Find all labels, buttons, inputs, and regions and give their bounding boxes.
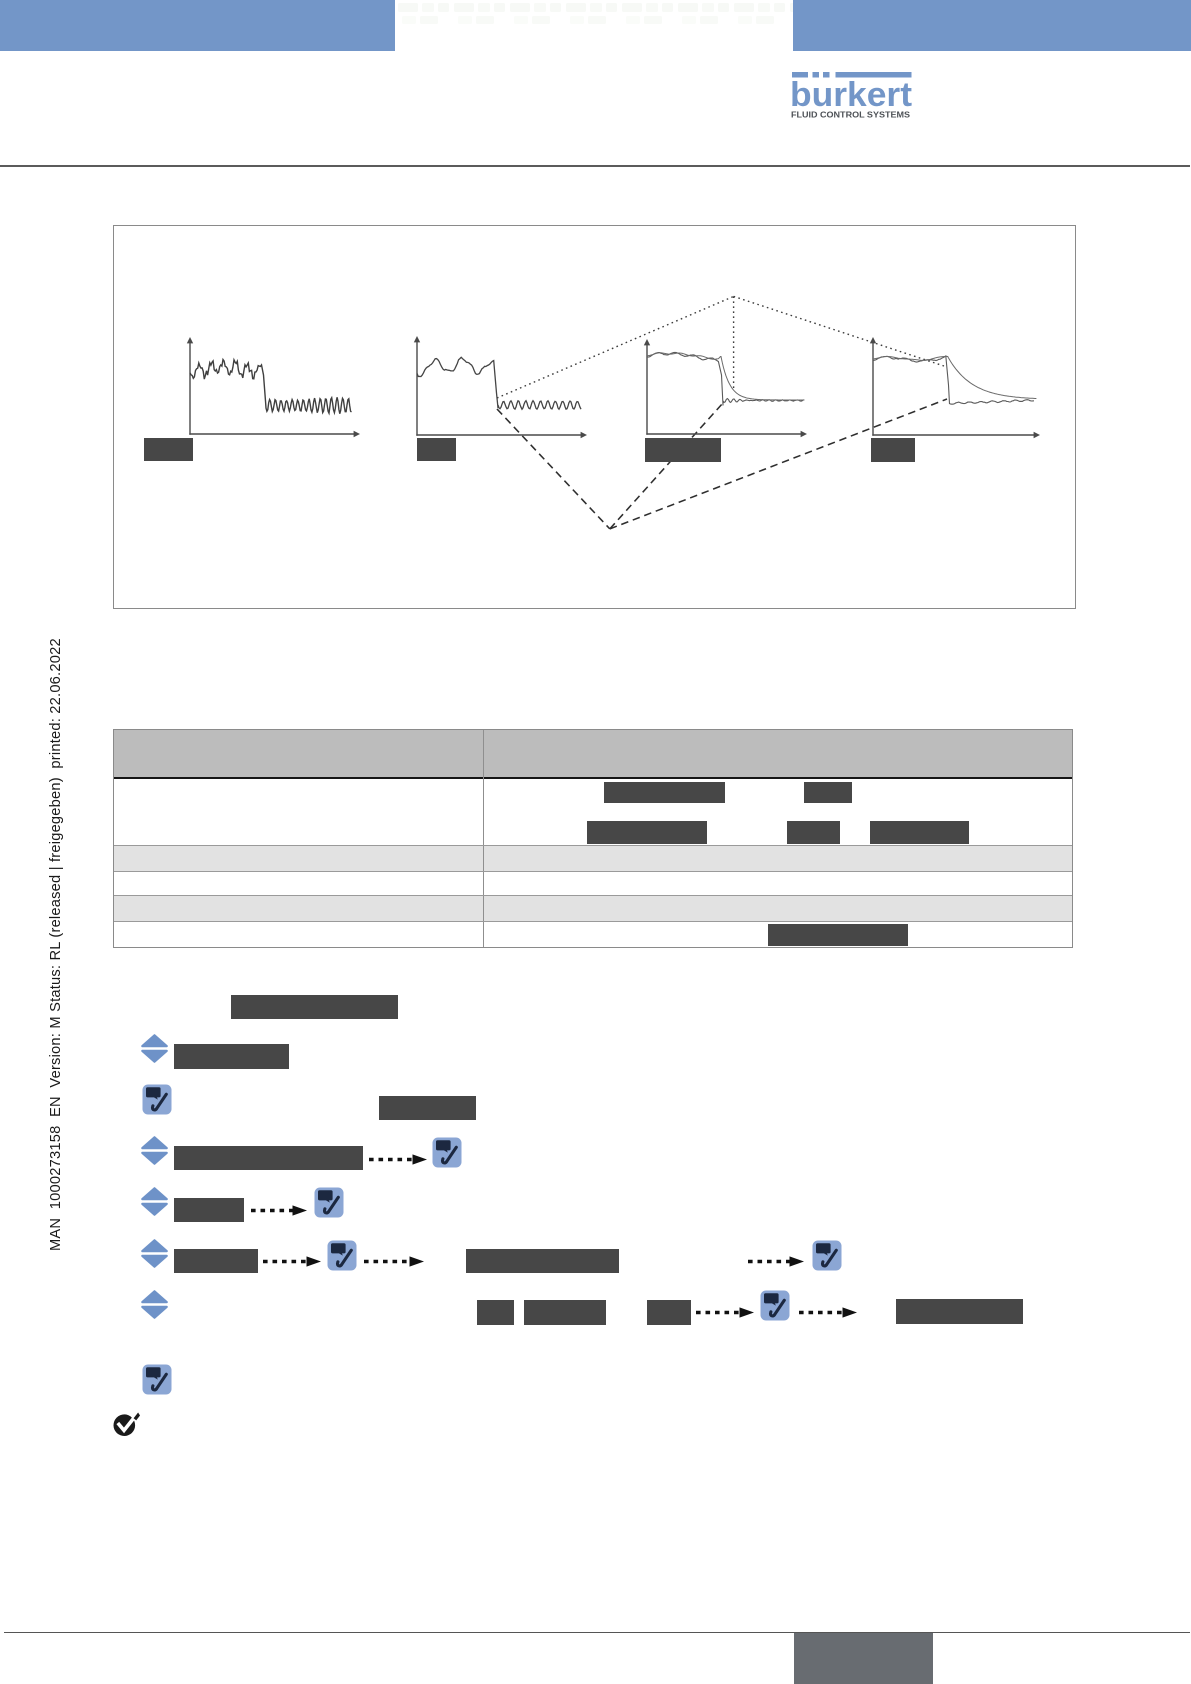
svg-text:FLUID CONTROL SYSTEMS: FLUID CONTROL SYSTEMS: [791, 111, 911, 120]
svg-text:burkert: burkert: [790, 76, 912, 114]
